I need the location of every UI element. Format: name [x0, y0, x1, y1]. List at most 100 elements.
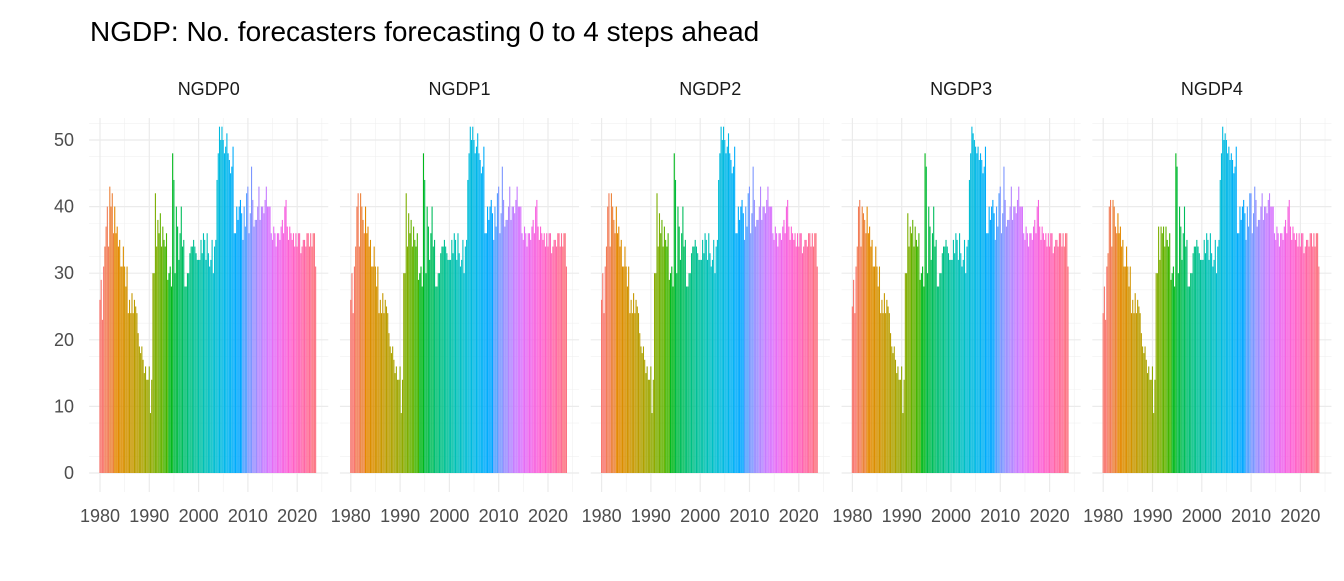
bar: [463, 273, 465, 473]
bar: [480, 173, 482, 474]
bar: [1222, 126, 1224, 474]
bar: [179, 233, 181, 473]
bar: [299, 233, 301, 473]
bar: [1172, 266, 1174, 473]
bar: [635, 299, 637, 473]
bar: [514, 213, 516, 473]
bar: [108, 246, 110, 473]
bar: [988, 206, 990, 473]
bar: [1063, 246, 1065, 473]
bar: [527, 233, 529, 473]
bar: [248, 233, 250, 473]
bar: [177, 226, 179, 473]
bar: [894, 359, 897, 473]
bar: [897, 366, 899, 473]
bar: [165, 233, 168, 473]
bar: [798, 246, 800, 473]
bar: [684, 239, 686, 473]
bar: [1060, 233, 1062, 473]
bar: [620, 239, 622, 473]
bar: [122, 246, 124, 473]
bar: [482, 166, 484, 473]
bar: [453, 233, 455, 473]
bar: [1246, 206, 1248, 473]
bar: [706, 259, 709, 473]
bar: [184, 286, 186, 473]
bar: [959, 233, 961, 473]
bar: [159, 213, 161, 473]
bar: [882, 313, 884, 473]
bar: [914, 226, 916, 473]
bar: [699, 259, 701, 473]
bar: [563, 233, 565, 473]
bar: [615, 206, 617, 473]
bar: [1280, 233, 1282, 473]
x-tick-label: 1990: [380, 506, 420, 526]
bar: [662, 246, 664, 473]
bar: [525, 233, 527, 473]
x-tick-label: 1990: [129, 506, 169, 526]
bar: [1229, 159, 1231, 474]
x-tick-label: 1980: [582, 506, 622, 526]
bar: [558, 233, 560, 473]
bar: [228, 159, 230, 474]
bar: [1058, 233, 1060, 473]
bar: [398, 379, 400, 473]
bar: [1315, 233, 1317, 473]
bar: [941, 253, 943, 473]
bar: [458, 253, 460, 473]
bar: [510, 219, 512, 473]
bar: [1208, 259, 1210, 473]
bar: [854, 313, 856, 473]
bar: [891, 346, 893, 473]
bar: [468, 153, 470, 473]
bar: [1015, 213, 1017, 473]
bar: [294, 246, 296, 473]
bar: [1211, 253, 1213, 473]
bar: [636, 306, 638, 473]
bar: [952, 239, 954, 473]
bar: [1217, 246, 1219, 473]
bar: [917, 246, 919, 473]
bar: [426, 206, 428, 473]
bar: [766, 199, 768, 473]
bar: [814, 233, 816, 473]
bar: [925, 166, 927, 473]
bar: [487, 206, 489, 473]
bar: [688, 273, 690, 473]
bar: [721, 140, 723, 473]
bar: [420, 266, 422, 473]
bar: [1113, 206, 1115, 473]
bar: [772, 233, 774, 473]
bar: [1255, 199, 1257, 473]
bar: [413, 226, 415, 473]
bar: [1138, 306, 1140, 473]
bar: [935, 239, 937, 473]
bar: [120, 266, 122, 473]
bar: [1061, 246, 1063, 473]
bar: [302, 239, 304, 473]
bar: [1037, 199, 1040, 473]
bar: [450, 259, 452, 473]
bar: [198, 259, 200, 473]
bar: [924, 153, 926, 473]
bar: [1278, 246, 1280, 473]
bar: [212, 273, 214, 473]
bar: [896, 373, 898, 473]
bar: [1106, 266, 1108, 473]
bar: [630, 299, 632, 473]
bar: [626, 286, 628, 473]
x-tick-label: 1980: [1083, 506, 1123, 526]
bar: [544, 246, 547, 473]
bar: [1260, 206, 1262, 473]
bar: [1158, 226, 1160, 473]
bar: [646, 366, 648, 473]
bar: [981, 159, 983, 474]
bar: [1111, 246, 1113, 473]
bar: [504, 226, 506, 473]
bar: [651, 413, 653, 473]
bar: [296, 246, 298, 473]
bar: [501, 166, 503, 473]
bar: [1207, 239, 1209, 473]
bar: [614, 233, 616, 473]
